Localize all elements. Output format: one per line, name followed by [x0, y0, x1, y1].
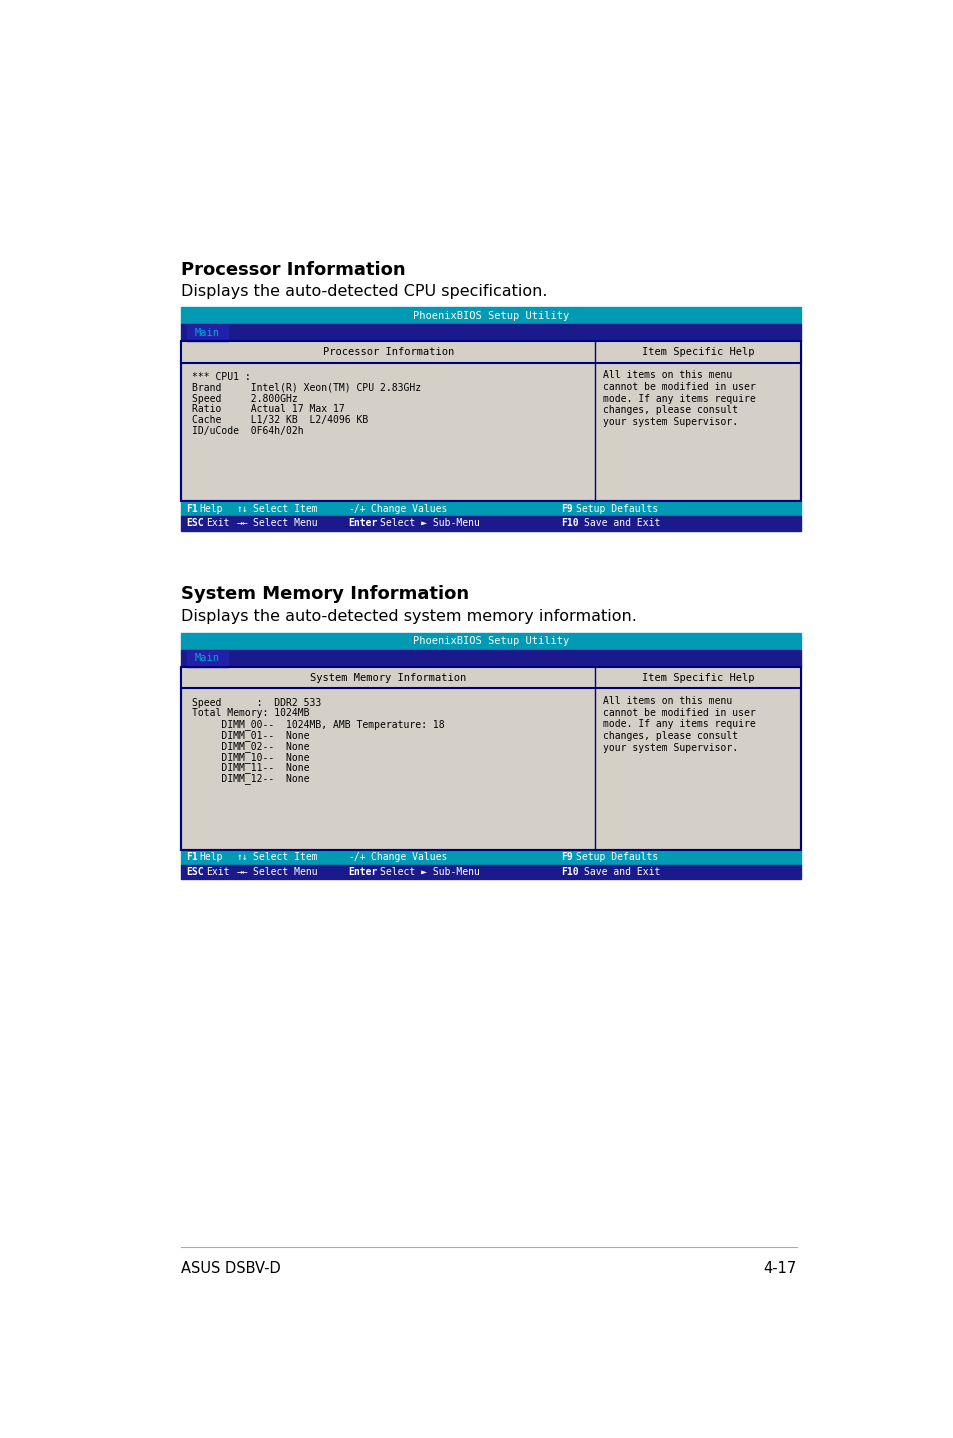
Text: Main: Main — [195, 653, 220, 663]
Text: ASUS DSBV-D: ASUS DSBV-D — [181, 1261, 281, 1276]
Bar — [187, 651, 228, 667]
Text: DIMM_01--  None: DIMM_01-- None — [192, 731, 310, 741]
Text: Select Item: Select Item — [253, 503, 316, 513]
Text: F10: F10 — [560, 867, 578, 877]
Text: Enter: Enter — [348, 518, 376, 528]
Text: PhoenixBIOS Setup Utility: PhoenixBIOS Setup Utility — [413, 637, 569, 647]
Text: ↑↓: ↑↓ — [236, 503, 249, 513]
Bar — [181, 667, 801, 850]
Text: F9: F9 — [560, 853, 572, 863]
Text: Item Specific Help: Item Specific Help — [641, 673, 754, 683]
Bar — [181, 324, 801, 341]
Text: Displays the auto-detected CPU specification.: Displays the auto-detected CPU specifica… — [181, 285, 547, 299]
Text: →←: →← — [236, 518, 249, 528]
Text: Main: Main — [195, 328, 220, 338]
Text: F1: F1 — [186, 503, 197, 513]
Text: Save and Exit: Save and Exit — [583, 867, 659, 877]
Bar — [181, 864, 801, 880]
Bar — [187, 325, 228, 341]
Bar — [181, 650, 801, 667]
Text: -/+: -/+ — [348, 853, 365, 863]
Text: Exit: Exit — [206, 518, 230, 528]
Text: All items on this menu
cannot be modified in user
mode. If any items require
cha: All items on this menu cannot be modifie… — [602, 696, 755, 752]
Text: *** CPU1 :: *** CPU1 : — [192, 372, 251, 383]
Text: Processor Information: Processor Information — [322, 347, 454, 357]
Text: DIMM_12--  None: DIMM_12-- None — [192, 774, 310, 784]
Text: Total Memory: 1024MB: Total Memory: 1024MB — [192, 709, 310, 719]
Text: Cache     L1/32 KB  L2/4096 KB: Cache L1/32 KB L2/4096 KB — [192, 416, 368, 426]
Text: Help: Help — [199, 853, 223, 863]
Text: Displays the auto-detected system memory information.: Displays the auto-detected system memory… — [181, 610, 637, 624]
Text: ↑↓: ↑↓ — [236, 853, 249, 863]
Text: ID/uCode  0F64h/02h: ID/uCode 0F64h/02h — [192, 426, 303, 436]
Bar — [181, 667, 801, 689]
Text: System Memory Information: System Memory Information — [181, 584, 469, 603]
Bar — [181, 341, 801, 362]
Text: All items on this menu
cannot be modified in user
mode. If any items require
cha: All items on this menu cannot be modifie… — [602, 371, 755, 427]
Text: F9: F9 — [560, 503, 572, 513]
Text: DIMM_02--  None: DIMM_02-- None — [192, 741, 310, 752]
Text: DIMM_10--  None: DIMM_10-- None — [192, 752, 310, 762]
Text: Help: Help — [199, 503, 223, 513]
Text: Select Item: Select Item — [253, 853, 316, 863]
Bar — [181, 502, 801, 516]
Text: System Memory Information: System Memory Information — [310, 673, 466, 683]
Text: →←: →← — [236, 867, 249, 877]
Text: Brand     Intel(R) Xeon(TM) CPU 2.83GHz: Brand Intel(R) Xeon(TM) CPU 2.83GHz — [192, 383, 421, 393]
Text: 4-17: 4-17 — [762, 1261, 796, 1276]
Text: -/+: -/+ — [348, 503, 365, 513]
Text: Setup Defaults: Setup Defaults — [576, 503, 659, 513]
Bar — [181, 667, 801, 850]
Text: ESC: ESC — [186, 867, 203, 877]
Text: Select Menu: Select Menu — [253, 518, 316, 528]
Text: Processor Information: Processor Information — [181, 262, 405, 279]
Text: Change Values: Change Values — [371, 853, 447, 863]
Text: DIMM_00--  1024MB, AMB Temperature: 18: DIMM_00-- 1024MB, AMB Temperature: 18 — [192, 719, 444, 731]
Bar — [181, 341, 801, 502]
Bar — [181, 633, 801, 650]
Text: PhoenixBIOS Setup Utility: PhoenixBIOS Setup Utility — [413, 311, 569, 321]
Bar — [181, 850, 801, 864]
Text: Select Menu: Select Menu — [253, 867, 316, 877]
Text: Exit: Exit — [206, 867, 230, 877]
Text: Item Specific Help: Item Specific Help — [641, 347, 754, 357]
Text: Speed      :  DDR2 533: Speed : DDR2 533 — [192, 697, 321, 707]
Bar — [181, 341, 801, 502]
Text: DIMM_11--  None: DIMM_11-- None — [192, 762, 310, 774]
Text: F1: F1 — [186, 853, 197, 863]
Text: F10: F10 — [560, 518, 578, 528]
Text: Speed     2.800GHz: Speed 2.800GHz — [192, 394, 297, 404]
Text: Select ► Sub-Menu: Select ► Sub-Menu — [379, 867, 479, 877]
Text: Select ► Sub-Menu: Select ► Sub-Menu — [379, 518, 479, 528]
Text: Change Values: Change Values — [371, 503, 447, 513]
Text: ESC: ESC — [186, 518, 203, 528]
Text: Save and Exit: Save and Exit — [583, 518, 659, 528]
Text: Ratio     Actual 17 Max 17: Ratio Actual 17 Max 17 — [192, 404, 344, 414]
Bar — [181, 308, 801, 324]
Text: Setup Defaults: Setup Defaults — [576, 853, 659, 863]
Bar — [181, 516, 801, 531]
Text: Enter: Enter — [348, 867, 376, 877]
